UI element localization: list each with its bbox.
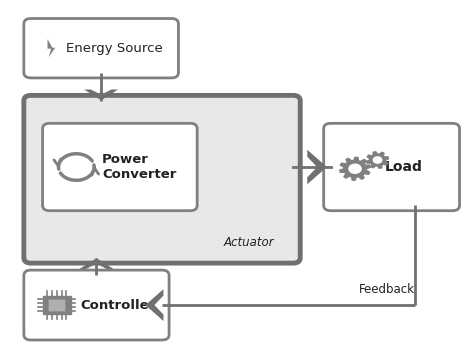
Polygon shape <box>47 39 55 57</box>
Polygon shape <box>80 258 113 269</box>
Text: Controller: Controller <box>80 299 155 312</box>
FancyBboxPatch shape <box>24 270 169 340</box>
FancyBboxPatch shape <box>24 95 300 263</box>
Text: Feedback: Feedback <box>359 283 415 296</box>
Polygon shape <box>366 152 389 168</box>
FancyBboxPatch shape <box>24 18 178 78</box>
Polygon shape <box>340 157 370 180</box>
Text: Power
Converter: Power Converter <box>102 153 176 181</box>
Polygon shape <box>307 150 327 184</box>
FancyBboxPatch shape <box>43 296 71 315</box>
Circle shape <box>374 157 382 163</box>
FancyBboxPatch shape <box>48 299 65 311</box>
FancyBboxPatch shape <box>43 123 197 211</box>
FancyBboxPatch shape <box>324 123 459 211</box>
Text: Energy Source: Energy Source <box>66 42 163 55</box>
Text: Actuator: Actuator <box>224 236 274 249</box>
Circle shape <box>349 164 361 173</box>
Text: Load: Load <box>384 160 422 174</box>
Polygon shape <box>146 289 164 321</box>
Polygon shape <box>84 89 118 100</box>
